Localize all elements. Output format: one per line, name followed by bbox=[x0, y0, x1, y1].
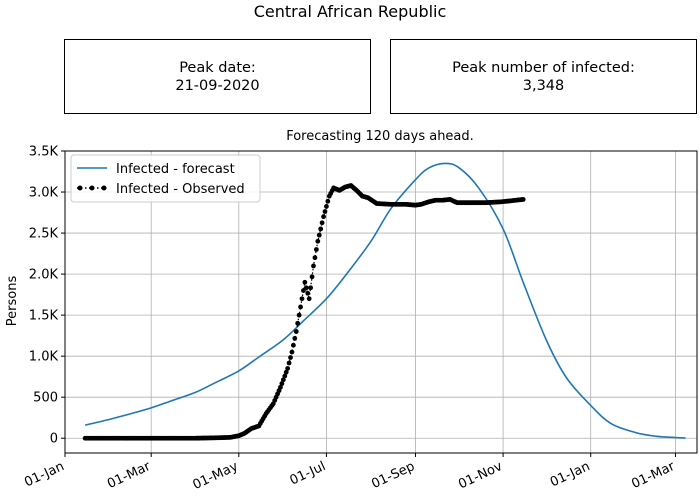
x-tick-label: 01-Nov bbox=[456, 459, 505, 492]
series-observed-point bbox=[298, 304, 303, 310]
x-tick-label: 01-Mar bbox=[105, 459, 153, 492]
y-tick-label: 2.5K bbox=[29, 227, 59, 242]
series-observed-point bbox=[318, 226, 324, 232]
x-tick-label: 01-Jan bbox=[22, 459, 66, 490]
legend-frame bbox=[70, 154, 261, 203]
y-tick-label: 1.5K bbox=[29, 309, 59, 324]
series-observed-point bbox=[312, 255, 318, 261]
y-tick-label: 3.0K bbox=[29, 186, 59, 201]
series-observed-point bbox=[302, 279, 308, 285]
series-observed-point bbox=[309, 274, 315, 280]
legend-marker-observed-2 bbox=[89, 185, 95, 191]
y-tick-label: 0 bbox=[50, 432, 58, 447]
x-tick-label: 01-Sep bbox=[369, 459, 417, 492]
series-observed-point bbox=[285, 366, 291, 371]
series-observed-point bbox=[286, 360, 292, 366]
series-observed-point bbox=[299, 296, 305, 302]
page-title: Central African Republic bbox=[253, 2, 447, 21]
series-observed-point bbox=[321, 214, 326, 220]
series-observed-point bbox=[295, 320, 301, 326]
y-axis-label: Persons bbox=[5, 276, 20, 327]
x-tick-label: 01-Jul bbox=[288, 459, 328, 489]
peak-date-value: 21-09-2020 bbox=[175, 77, 260, 94]
peak-date-box: Peak date: 21-09-2020 bbox=[64, 39, 371, 114]
series-observed-point bbox=[305, 290, 311, 296]
series-observed-point bbox=[282, 373, 288, 379]
legend-label-forecast: Infected - forecast bbox=[116, 162, 235, 177]
series-observed-point bbox=[520, 197, 526, 202]
series-observed-point bbox=[290, 342, 296, 348]
peak-infected-label: Peak number of infected: bbox=[452, 59, 635, 76]
series-observed-point bbox=[288, 355, 293, 360]
series-observed-point bbox=[296, 312, 302, 318]
y-tick-label: 3.5K bbox=[29, 145, 59, 160]
legend-marker-observed-3 bbox=[101, 185, 107, 191]
series-observed-point bbox=[319, 220, 325, 226]
x-tick-label: 01-Jan bbox=[548, 459, 592, 490]
x-tick-label: 01-May bbox=[191, 459, 241, 493]
series-observed-point bbox=[293, 329, 299, 334]
series-observed-point bbox=[278, 384, 283, 390]
series-observed-point bbox=[303, 285, 309, 291]
series-observed-point bbox=[306, 296, 312, 302]
series-observed-point bbox=[324, 203, 329, 209]
series-layer bbox=[82, 162, 686, 441]
series-observed-point bbox=[283, 369, 289, 375]
y-tick-label: 2.0K bbox=[29, 268, 59, 283]
y-tick-label: 1.0K bbox=[29, 350, 59, 365]
series-forecast-line bbox=[84, 162, 686, 439]
legend-label-observed: Infected - Observed bbox=[116, 182, 245, 197]
series-observed-point bbox=[289, 349, 295, 355]
series-observed-point bbox=[313, 247, 319, 252]
x-tick-label: 01-Mar bbox=[629, 459, 677, 492]
chart-title: Forecasting 120 days ahead. bbox=[286, 129, 474, 144]
peak-infected-value: 3,348 bbox=[522, 77, 565, 94]
series-observed-point bbox=[325, 198, 331, 204]
plot-frame bbox=[64, 150, 698, 454]
legend-marker-observed-1 bbox=[77, 185, 83, 191]
series-observed-point bbox=[308, 285, 314, 291]
peak-infected-box: Peak number of infected: 3,348 bbox=[390, 39, 697, 114]
series-observed-point bbox=[311, 263, 316, 269]
legend: Infected - forecast Infected - Observed bbox=[70, 154, 261, 203]
series-observed-point bbox=[280, 377, 286, 383]
series-observed-point bbox=[292, 335, 298, 341]
series-observed-point bbox=[315, 238, 321, 244]
peak-date-label: Peak date: bbox=[179, 59, 256, 76]
series-observed-point bbox=[316, 232, 322, 238]
series-observed-point bbox=[322, 209, 328, 214]
y-tick-label: 500 bbox=[33, 391, 58, 406]
series-observed-point bbox=[279, 381, 285, 386]
